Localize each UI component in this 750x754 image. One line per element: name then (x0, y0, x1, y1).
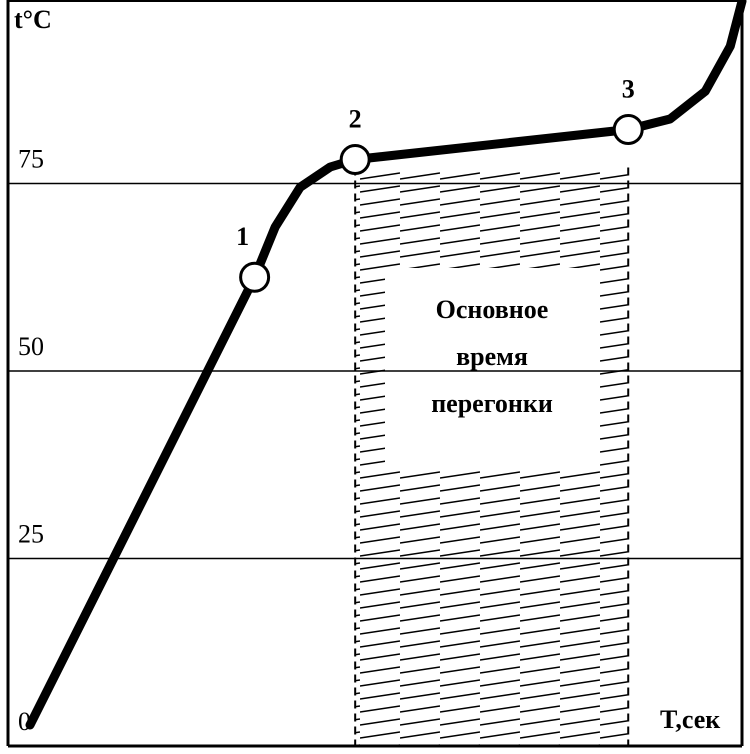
y-axis-label: t°C (14, 5, 52, 34)
y-tick-label: 75 (18, 144, 44, 173)
y-tick-label: 25 (18, 519, 44, 548)
annotation-box (385, 268, 600, 468)
annotation: перегонки (431, 389, 553, 418)
point-label: 2 (349, 104, 362, 133)
annotation: время (456, 342, 528, 371)
x-axis-label: T,сек (660, 705, 720, 734)
point-marker (339, 144, 371, 175)
point-label: 1 (236, 222, 249, 251)
point-marker (239, 261, 271, 293)
point-marker (612, 114, 644, 145)
annotation: Основное (436, 295, 549, 324)
point-label: 3 (622, 74, 635, 103)
y-tick-label: 50 (18, 332, 44, 361)
